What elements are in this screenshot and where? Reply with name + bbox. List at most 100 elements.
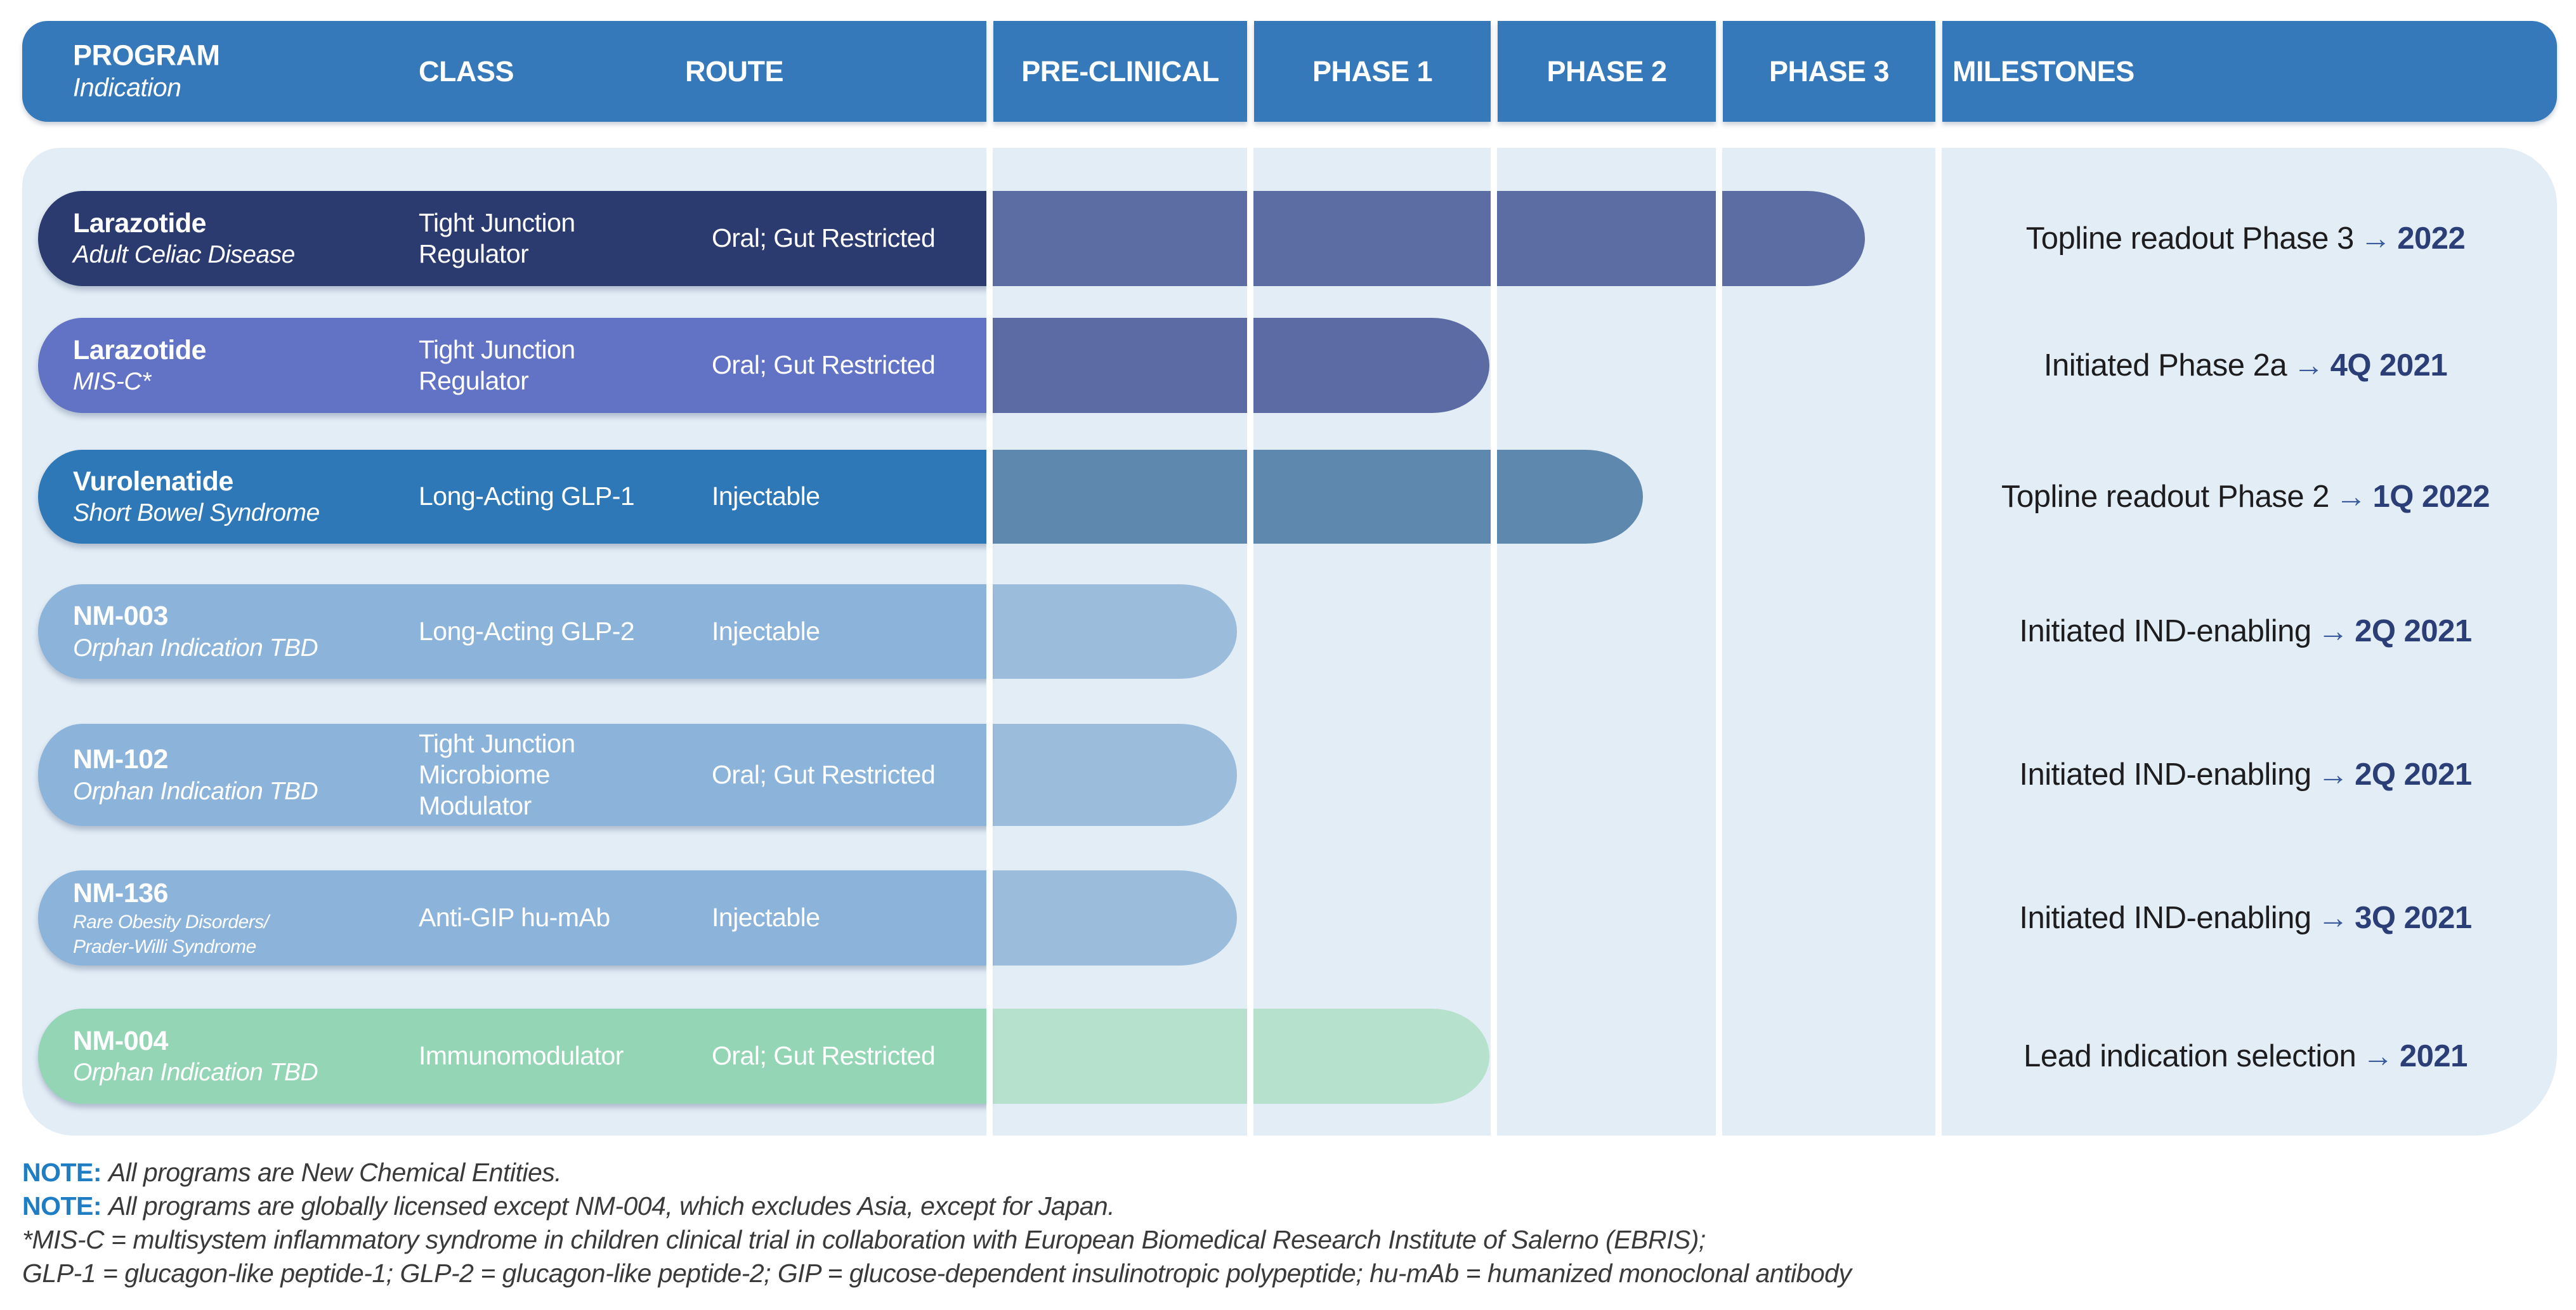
program-cell: Vurolenatide Short Bowel Syndrome bbox=[73, 450, 320, 544]
progress-bar-nm136 bbox=[990, 870, 1237, 966]
milestone-text: Initiated Phase 2a bbox=[2043, 348, 2287, 383]
milestone-nm004: Lead indication selection → 2021 bbox=[1947, 1038, 2544, 1074]
milestone-arrow-icon: → bbox=[2317, 757, 2349, 792]
note-line: NOTE: All programs are globally licensed… bbox=[22, 1189, 1851, 1223]
gridline-phase3-milestones bbox=[1935, 148, 1942, 1136]
milestone-date: 4Q 2021 bbox=[2330, 348, 2448, 383]
milestone-date: 1Q 2022 bbox=[2372, 480, 2490, 514]
note-text: All programs are globally licensed excep… bbox=[108, 1191, 1115, 1221]
program-name: NM-003 bbox=[73, 601, 168, 632]
column-header-program: PROGRAM Indication bbox=[73, 39, 220, 104]
milestone-text: Topline readout Phase 2 bbox=[2001, 480, 2330, 514]
route-value: Oral; Gut Restricted bbox=[712, 759, 936, 789]
class-value: Long-Acting GLP-2 bbox=[419, 616, 635, 646]
milestone-text: Initiated IND-enabling bbox=[2019, 757, 2311, 792]
program-indication: Short Bowel Syndrome bbox=[73, 499, 320, 527]
program-name: Larazotide bbox=[73, 334, 207, 365]
milestone-larazotide-celiac: Topline readout Phase 3 → 2022 bbox=[1947, 221, 2544, 256]
program-header-label: PROGRAM bbox=[73, 39, 220, 71]
route-value: Injectable bbox=[712, 616, 820, 646]
milestone-date: 2021 bbox=[2399, 1039, 2468, 1073]
program-name: Larazotide bbox=[73, 207, 207, 239]
preclinical-header-label: PRE-CLINICAL bbox=[1021, 55, 1219, 88]
milestone-date: 2Q 2021 bbox=[2355, 757, 2472, 792]
program-indication: Adult Celiac Disease bbox=[73, 241, 295, 269]
gridline-phase2-phase3 bbox=[1716, 148, 1722, 1136]
milestone-vurolenatide: Topline readout Phase 2 → 1Q 2022 bbox=[1947, 479, 2544, 514]
milestone-arrow-icon: → bbox=[2293, 348, 2324, 383]
program-indication: Orphan Indication TBD bbox=[73, 777, 318, 805]
milestone-text: Initiated IND-enabling bbox=[2019, 614, 2311, 648]
milestone-arrow-icon: → bbox=[2317, 614, 2349, 648]
indication-header-label: Indication bbox=[73, 72, 181, 102]
program-row-nm004: NM-004 Orphan Indication TBD Immunomodul… bbox=[38, 1009, 990, 1104]
phase2-header-label: PHASE 2 bbox=[1546, 55, 1667, 88]
header-left-block: PROGRAM Indication CLASS ROUTE bbox=[22, 21, 986, 122]
milestone-arrow-icon: → bbox=[2317, 901, 2349, 935]
program-name: Vurolenatide bbox=[73, 466, 233, 497]
note-line: GLP-1 = glucagon-like peptide-1; GLP-2 =… bbox=[22, 1257, 1852, 1290]
gridline-route-preclinical bbox=[986, 148, 993, 1136]
progress-bar-vurolenatide bbox=[990, 450, 1643, 544]
program-row-larazotide-celiac: Larazotide Adult Celiac Disease Tight Ju… bbox=[38, 191, 990, 286]
milestone-arrow-icon: → bbox=[2336, 480, 2367, 514]
program-name: NM-004 bbox=[73, 1025, 168, 1056]
gridline-phase1-phase2 bbox=[1491, 148, 1497, 1136]
milestones-header-label: MILESTONES bbox=[1952, 55, 2135, 88]
program-row-vurolenatide: Vurolenatide Short Bowel Syndrome Long-A… bbox=[38, 450, 990, 544]
progress-bar-larazotide-misc bbox=[990, 318, 1489, 413]
program-cell: Larazotide Adult Celiac Disease bbox=[73, 191, 295, 286]
column-header-class: CLASS bbox=[419, 55, 514, 88]
header-phase3-block: PHASE 3 bbox=[1723, 21, 1935, 122]
route-value: Oral; Gut Restricted bbox=[712, 350, 936, 380]
milestone-larazotide-misc: Initiated Phase 2a → 4Q 2021 bbox=[1947, 348, 2544, 383]
program-cell: NM-004 Orphan Indication TBD bbox=[73, 1009, 318, 1104]
progress-bar-larazotide-celiac bbox=[990, 191, 1865, 286]
note-line: *MIS-C = multisystem inflammatory syndro… bbox=[22, 1223, 1851, 1257]
program-row-nm102: NM-102 Orphan Indication TBD Tight Junct… bbox=[38, 724, 990, 826]
progress-bar-nm102 bbox=[990, 724, 1237, 826]
note-label: NOTE: bbox=[22, 1191, 102, 1221]
milestone-arrow-icon: → bbox=[2360, 221, 2391, 256]
note-text: GLP-1 = glucagon-like peptide-1; GLP-2 =… bbox=[22, 1259, 1852, 1288]
milestone-text: Initiated IND-enabling bbox=[2019, 901, 2311, 935]
header-phase2-block: PHASE 2 bbox=[1498, 21, 1716, 122]
route-value: Oral; Gut Restricted bbox=[712, 1041, 936, 1071]
note-label: NOTE: bbox=[22, 1158, 102, 1187]
class-value: Tight Junction Microbiome Modulator bbox=[419, 728, 575, 821]
route-value: Oral; Gut Restricted bbox=[712, 223, 936, 253]
milestone-arrow-icon: → bbox=[2362, 1039, 2393, 1073]
column-header-route: ROUTE bbox=[685, 55, 784, 88]
route-value: Injectable bbox=[712, 903, 820, 933]
route-value: Injectable bbox=[712, 481, 820, 511]
class-value: Tight Junction Regulator bbox=[419, 207, 575, 268]
class-value: Tight Junction Regulator bbox=[419, 334, 575, 395]
progress-bar-nm003 bbox=[990, 584, 1237, 679]
milestone-text: Lead indication selection bbox=[2024, 1039, 2357, 1073]
program-cell: NM-102 Orphan Indication TBD bbox=[73, 724, 318, 826]
milestone-date: 2022 bbox=[2397, 221, 2466, 256]
milestone-nm136: Initiated IND-enabling → 3Q 2021 bbox=[1947, 900, 2544, 936]
program-indication: Orphan Indication TBD bbox=[73, 634, 318, 662]
header-preclinical-block: PRE-CLINICAL bbox=[993, 21, 1247, 122]
phase3-header-label: PHASE 3 bbox=[1769, 55, 1890, 88]
program-name: NM-136 bbox=[73, 877, 168, 908]
milestone-nm003: Initiated IND-enabling → 2Q 2021 bbox=[1947, 613, 2544, 649]
program-cell: Larazotide MIS-C* bbox=[73, 318, 207, 413]
progress-bar-nm004 bbox=[990, 1009, 1489, 1104]
header-phase1-block: PHASE 1 bbox=[1254, 21, 1491, 122]
program-row-larazotide-misc: Larazotide MIS-C* Tight Junction Regulat… bbox=[38, 318, 990, 413]
milestone-date: 2Q 2021 bbox=[2355, 614, 2472, 648]
note-text: *MIS-C = multisystem inflammatory syndro… bbox=[22, 1225, 1706, 1254]
gridline-preclinical-phase1 bbox=[1247, 148, 1253, 1136]
class-value: Immunomodulator bbox=[419, 1041, 624, 1071]
class-value: Long-Acting GLP-1 bbox=[419, 481, 635, 511]
class-value: Anti-GIP hu-mAb bbox=[419, 903, 610, 933]
program-cell: NM-003 Orphan Indication TBD bbox=[73, 584, 318, 679]
program-indication: Orphan Indication TBD bbox=[73, 1059, 318, 1087]
note-line: NOTE: All programs are New Chemical Enti… bbox=[22, 1156, 1851, 1189]
program-indication: Rare Obesity Disorders/ Prader-Willi Syn… bbox=[73, 912, 269, 958]
program-row-nm136: NM-136 Rare Obesity Disorders/ Prader-Wi… bbox=[38, 870, 990, 966]
program-indication: MIS-C* bbox=[73, 368, 151, 396]
